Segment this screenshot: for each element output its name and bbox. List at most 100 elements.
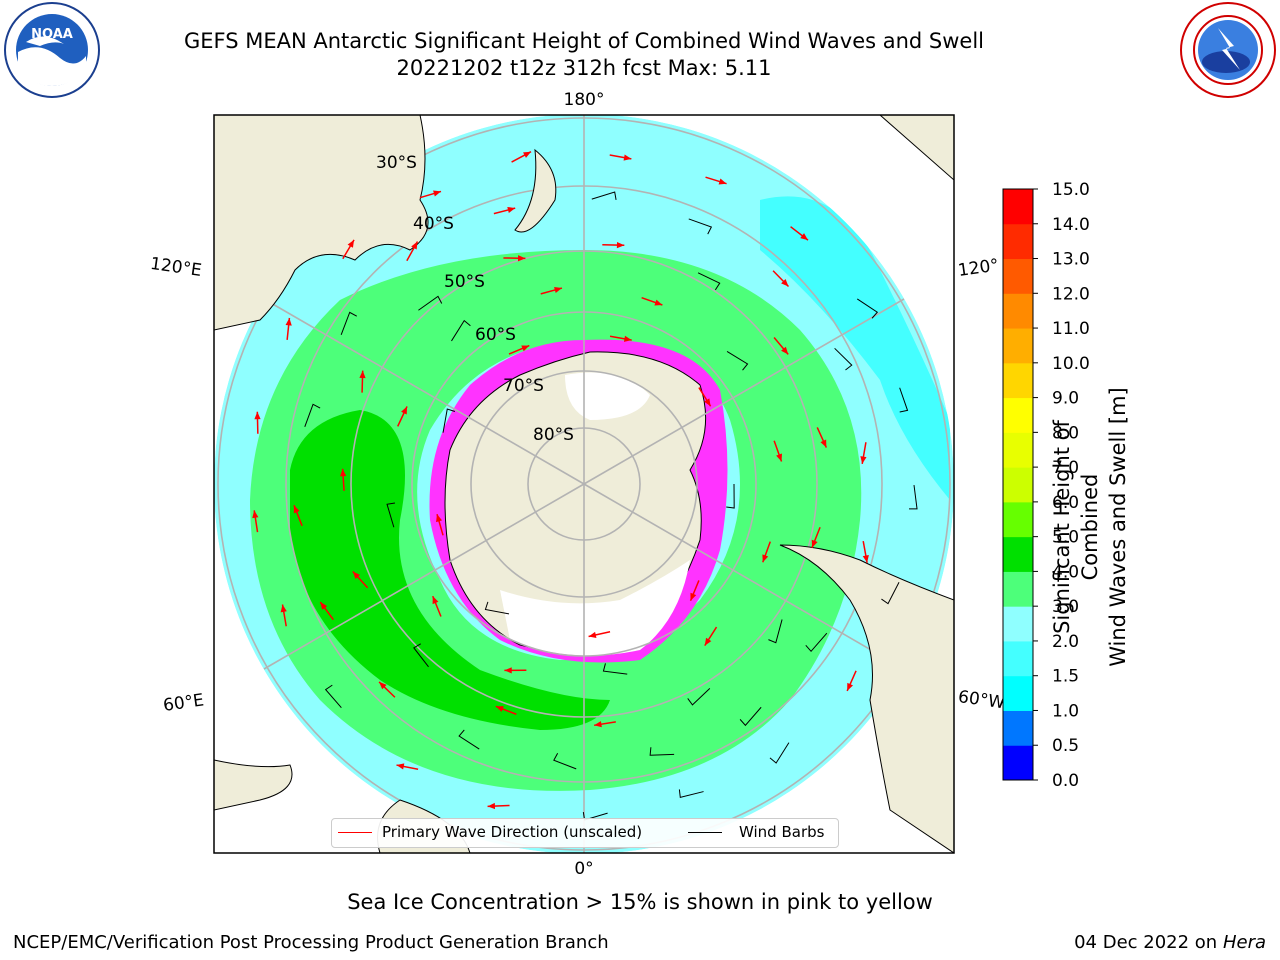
wave-direction-arrowhead <box>285 317 292 326</box>
lon-label-180: 180° <box>564 90 605 110</box>
wave-direction-arrowhead <box>704 398 711 407</box>
wave-direction-arrowhead <box>254 411 261 420</box>
wave-direction-arrowhead <box>401 406 408 415</box>
colorbar-tick-label: 8.0 <box>1052 423 1079 443</box>
lon-label-0: 0° <box>574 859 593 879</box>
wind-barb <box>602 663 628 675</box>
continents <box>214 115 954 853</box>
wind-barb <box>834 347 853 371</box>
wave-direction-arrowhead <box>352 571 361 580</box>
colorbar-segment <box>1003 710 1033 746</box>
colorbar-label-line2: Wind Waves and Swell [m] <box>1106 387 1130 667</box>
colorbar-segment <box>1003 189 1033 225</box>
wind-barb <box>697 272 721 291</box>
wave-direction-arrowhead <box>616 241 625 249</box>
colorbar-segment <box>1003 432 1033 468</box>
wave-direction-arrowhead <box>762 554 769 563</box>
wind-barb <box>340 311 358 335</box>
wave-direction-arrowhead <box>860 456 867 464</box>
map-title: GEFS MEAN Antarctic Significant Height o… <box>183 29 985 53</box>
wave-direction-arrowhead <box>339 468 347 477</box>
sea-ice-note: Sea Ice Concentration > 15% is shown in … <box>347 890 933 914</box>
colorbar-tick-label: 2.0 <box>1052 632 1079 652</box>
wind-barbs-legend-line <box>688 832 722 833</box>
colorbar-tick-label: 1.0 <box>1052 701 1079 721</box>
primary-wave-legend-line <box>338 832 372 833</box>
colorbar-tick-label: 0.5 <box>1052 736 1079 756</box>
wave-direction-arrowhead <box>523 151 532 158</box>
colorbar-segment <box>1003 501 1033 538</box>
colorbar-segment <box>1003 606 1033 642</box>
colorbar-segment <box>1003 328 1033 364</box>
noaa-logo-icon: NOAA <box>4 2 100 98</box>
wind-barb <box>304 403 321 428</box>
wind-barb <box>739 706 762 727</box>
wave-direction-arrowhead <box>252 510 259 519</box>
wave-direction-arrowhead <box>359 370 366 379</box>
colorbar-label: Significant Height of Combined Wind Wave… <box>1048 377 1132 677</box>
wind-barb <box>687 688 711 706</box>
wave-direction-arrowhead <box>293 505 300 514</box>
vector-field <box>252 151 918 821</box>
wave-direction-arrowhead <box>379 681 387 690</box>
wind-barb <box>768 619 783 644</box>
wind-barb <box>688 218 713 235</box>
lat-label-50s: 50°S <box>444 272 485 292</box>
wave-direction-arrowhead <box>718 178 727 185</box>
colorbar-segment <box>1003 675 1033 711</box>
colorbar: 0.0 0.5 1.0 1.5 2.0 3.0 4.0 5.0 6.0 7.0 8.0 9.0 10.0… <box>1002 180 1090 791</box>
wave-direction-arrowhead <box>862 554 869 563</box>
wind-barb <box>856 298 879 319</box>
colorbar-tick-label: 3.0 <box>1052 597 1079 617</box>
noaa-logo-text: NOAA <box>31 27 73 42</box>
colorbar-tick-label: 14.0 <box>1052 215 1090 235</box>
wave-direction-arrowhead <box>396 763 405 770</box>
colorbar-segment <box>1003 362 1033 399</box>
wind-barb <box>909 484 918 510</box>
wave-direction-arrowhead <box>521 345 530 352</box>
wave-direction-arrowhead <box>781 279 789 287</box>
wind-barb <box>899 387 909 413</box>
wind-barb <box>726 351 749 371</box>
wave-direction-arrowhead <box>495 706 504 712</box>
wave-direction-arrowhead <box>781 346 789 355</box>
wind-barb <box>591 191 617 200</box>
wind-barb <box>678 789 704 798</box>
wave-direction-arrowhead <box>411 241 418 250</box>
wave-direction-arrowhead <box>594 721 602 728</box>
wave-direction-arrowhead <box>847 682 853 691</box>
map-frame <box>213 114 955 854</box>
wave-direction-arrowhead <box>347 239 355 248</box>
lat-label-60s: 60°S <box>475 325 516 345</box>
wind-barb <box>418 295 443 311</box>
date-text: 04 Dec 2022 on <box>1074 932 1218 953</box>
wave-direction-arrowhead <box>811 539 818 548</box>
longitude-gridlines <box>263 115 905 853</box>
wave-direction-arrowhead <box>487 802 496 810</box>
nws-logo-icon <box>1180 2 1276 98</box>
colorbar-tick-label: 12.0 <box>1052 284 1090 304</box>
colorbar-segment <box>1003 640 1033 677</box>
wave-direction-arrowhead <box>623 335 632 342</box>
colorbar-tick-label: 10.0 <box>1052 354 1090 374</box>
wind-barb <box>805 632 828 653</box>
map-subtitle: 20221202 t12z 312h fcst Max: 5.11 <box>396 56 772 80</box>
wave-direction-arrowhead <box>623 154 632 161</box>
colorbar-tick-label: 6.0 <box>1052 493 1079 513</box>
wind-barb <box>881 582 900 605</box>
colorbar-segment <box>1003 397 1033 433</box>
colorbar-tick-label: 4.0 <box>1052 562 1079 582</box>
lat-label-80s: 80°S <box>533 425 574 445</box>
lon-label-120w: 120° <box>957 255 1000 281</box>
colorbar-tick-label: 5.0 <box>1052 528 1079 548</box>
wave-direction-arrowhead <box>517 255 526 262</box>
colorbar-tick-label: 0.0 <box>1052 771 1079 791</box>
wave-direction-arrowhead <box>280 604 287 613</box>
wave-direction-arrowhead <box>436 514 443 523</box>
wave-direction-arrowhead <box>504 667 512 674</box>
wave-direction-arrowhead <box>654 299 663 306</box>
lon-label-120e: 120°E <box>149 254 203 281</box>
wave-direction-arrowhead <box>800 233 808 241</box>
wind-barb <box>458 729 480 750</box>
